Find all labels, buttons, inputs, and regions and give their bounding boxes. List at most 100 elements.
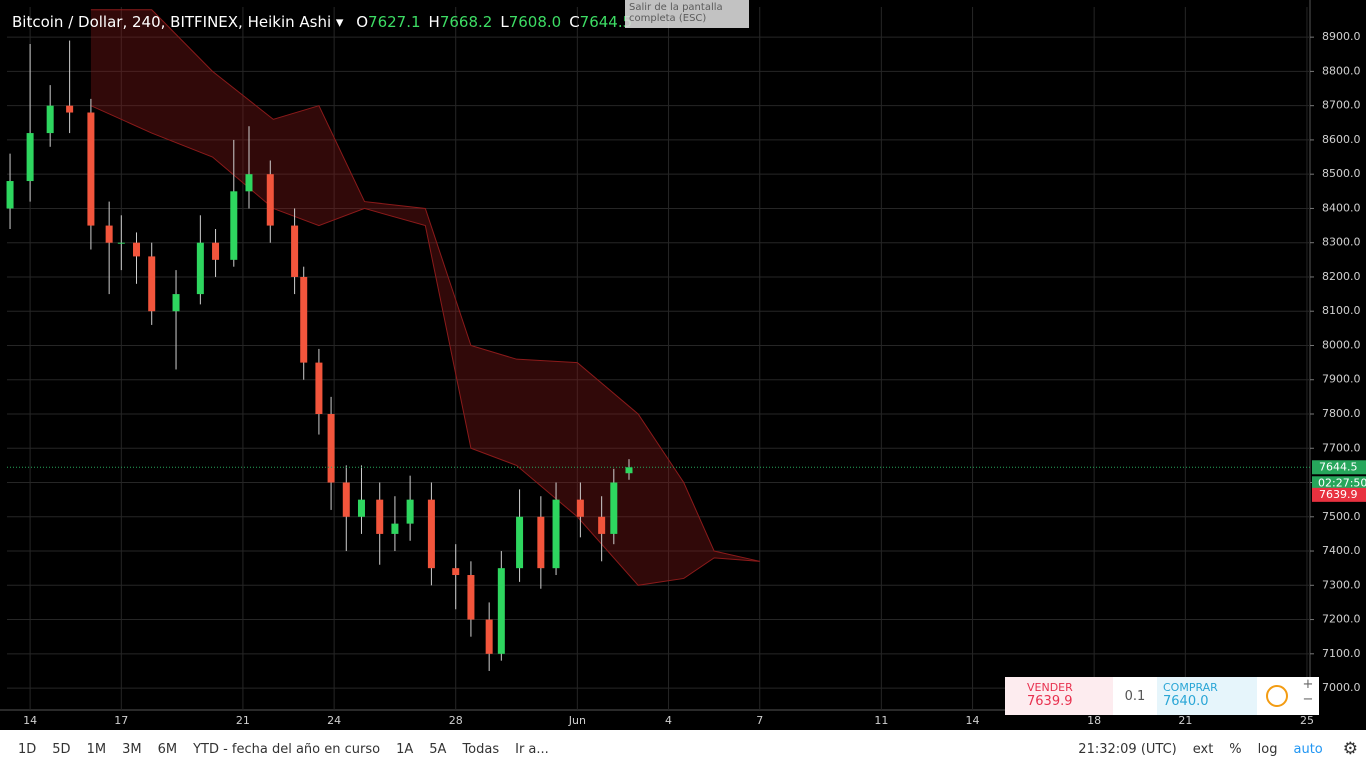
ohlc-key: L <box>500 13 509 31</box>
candle-body <box>376 499 384 534</box>
candle-body <box>485 619 493 654</box>
x-tick-label: 11 <box>874 714 888 727</box>
option-button[interactable]: % <box>1229 741 1242 757</box>
y-tick-label: 7500.0 <box>1322 510 1361 523</box>
countdown-tag <box>1312 476 1366 491</box>
bid-price-label: 7639.9 <box>1319 488 1358 501</box>
candle-body <box>300 276 308 363</box>
x-tick-label: 14 <box>23 714 37 727</box>
range-button[interactable]: 5A <box>429 741 447 757</box>
bottom-toolbar: 1D 5D 1M 3M 6M YTD - fecha del año en curso 1A… <box>0 730 1366 768</box>
last-price-tag <box>1312 460 1366 475</box>
x-tick-label: 14 <box>966 714 980 727</box>
bid-price-tag <box>1312 487 1366 502</box>
buy-label: COMPRAR <box>1163 681 1218 694</box>
candle-body <box>148 256 156 312</box>
cloud-edge <box>90 9 760 562</box>
option-button[interactable]: auto <box>1293 741 1323 757</box>
candle-body <box>342 482 350 517</box>
buy-price: 7640.0 <box>1163 694 1209 709</box>
tooltip: Salir de la pantalla completa (ESC) <box>625 0 749 28</box>
countdown-label: 02:27:50 <box>1318 476 1366 489</box>
y-tick-label: 7800.0 <box>1322 407 1361 420</box>
candle-body <box>576 499 584 517</box>
x-tick-label: 21 <box>236 714 250 727</box>
y-tick-label: 8900.0 <box>1322 30 1361 43</box>
settings-icon[interactable]: ⚙ <box>1342 739 1358 759</box>
sell-label: VENDER <box>1027 681 1073 694</box>
y-tick-label: 7200.0 <box>1322 613 1361 626</box>
buy-button[interactable]: COMPRAR 7640.0 <box>1157 677 1257 715</box>
ohlc-key: C <box>569 13 580 31</box>
info-icon[interactable] <box>1257 677 1297 715</box>
ohlc-key: O <box>356 13 369 31</box>
candle-body <box>105 225 113 243</box>
candle-body <box>87 112 95 226</box>
option-button[interactable]: ext <box>1192 741 1214 757</box>
symbol-header[interactable]: Bitcoin / Dollar, 240, BITFINEX, Heikin … <box>12 13 633 31</box>
grid <box>7 7 1310 710</box>
range-button[interactable]: Todas <box>462 741 500 757</box>
x-tick-label: 24 <box>327 714 341 727</box>
candle-body <box>427 499 435 569</box>
candle-body <box>172 294 180 312</box>
x-tick-label: 4 <box>665 714 672 727</box>
option-button[interactable]: log <box>1257 741 1278 757</box>
ohlc-value: 7627.1 <box>368 13 421 31</box>
y-tick-label: 8600.0 <box>1322 133 1361 146</box>
y-tick-label: 8200.0 <box>1322 270 1361 283</box>
candle-body <box>391 523 399 534</box>
x-tick-label: 7 <box>756 714 763 727</box>
y-tick-label: 7100.0 <box>1322 647 1361 660</box>
range-button[interactable]: 5D <box>52 741 71 757</box>
candle-body <box>327 414 335 483</box>
x-tick-label: 28 <box>449 714 463 727</box>
goto[interactable]: Ir a... <box>515 741 549 757</box>
candle-body <box>291 225 299 277</box>
y-tick-label: 7000.0 <box>1322 681 1361 694</box>
y-tick-label: 7700.0 <box>1322 441 1361 454</box>
minus[interactable]: − <box>1302 692 1314 707</box>
clock: 21:32:09 (UTC) <box>1078 741 1177 757</box>
candle-body <box>467 575 475 620</box>
cloud-edge <box>90 105 760 586</box>
x-tick-label: 17 <box>114 714 128 727</box>
candle-body <box>315 362 323 414</box>
ohlc-key: H <box>428 13 440 31</box>
y-tick-label: 8300.0 <box>1322 236 1361 249</box>
range-button[interactable]: YTD - fecha del año en curso <box>193 741 381 757</box>
range-button[interactable]: 3M <box>122 741 142 757</box>
candle-body <box>598 516 606 534</box>
y-tick-label: 8400.0 <box>1322 201 1361 214</box>
candle-body <box>537 516 545 569</box>
range-button[interactable]: 6M <box>157 741 178 757</box>
candle-body <box>66 105 74 113</box>
y-tick-label: 8000.0 <box>1322 338 1361 351</box>
sell-price: 7639.9 <box>1027 694 1073 709</box>
range-button[interactable]: 1M <box>86 741 107 757</box>
candle-body <box>625 467 633 474</box>
plus[interactable]: + <box>1302 677 1314 692</box>
trade-widget: VENDER 7639.9 0.1 COMPRAR 7640.0 + − <box>1005 677 1319 715</box>
candle-body <box>516 516 524 569</box>
y-tick-label: 7900.0 <box>1322 373 1361 386</box>
symbol[interactable]: Bitcoin / Dollar, 240, BITFINEX, Heikin … <box>12 13 332 31</box>
candle-body <box>26 133 34 182</box>
chart: 7000.07100.07200.07300.07400.07500.07600… <box>0 0 1366 727</box>
candle-body <box>133 242 141 257</box>
quantity[interactable]: 0.1 <box>1124 688 1146 704</box>
candle-body <box>610 482 618 534</box>
ohlc: O7627.1 H7668.2 L7608.0 C7644.5 <box>348 13 632 31</box>
y-tick-label: 7300.0 <box>1322 578 1361 591</box>
candle-body <box>406 499 414 524</box>
sell-button[interactable]: VENDER 7639.9 <box>1005 677 1113 715</box>
x-tick-label: 21 <box>1178 714 1192 727</box>
candle-body <box>230 191 238 260</box>
range-button[interactable]: 1A <box>396 741 414 757</box>
candle-body <box>452 568 460 576</box>
candle-body <box>245 174 253 192</box>
candle-body <box>497 568 505 654</box>
candle-body <box>196 242 204 295</box>
last-price-label: 7644.5 <box>1319 460 1358 473</box>
range-button[interactable]: 1D <box>18 741 37 757</box>
